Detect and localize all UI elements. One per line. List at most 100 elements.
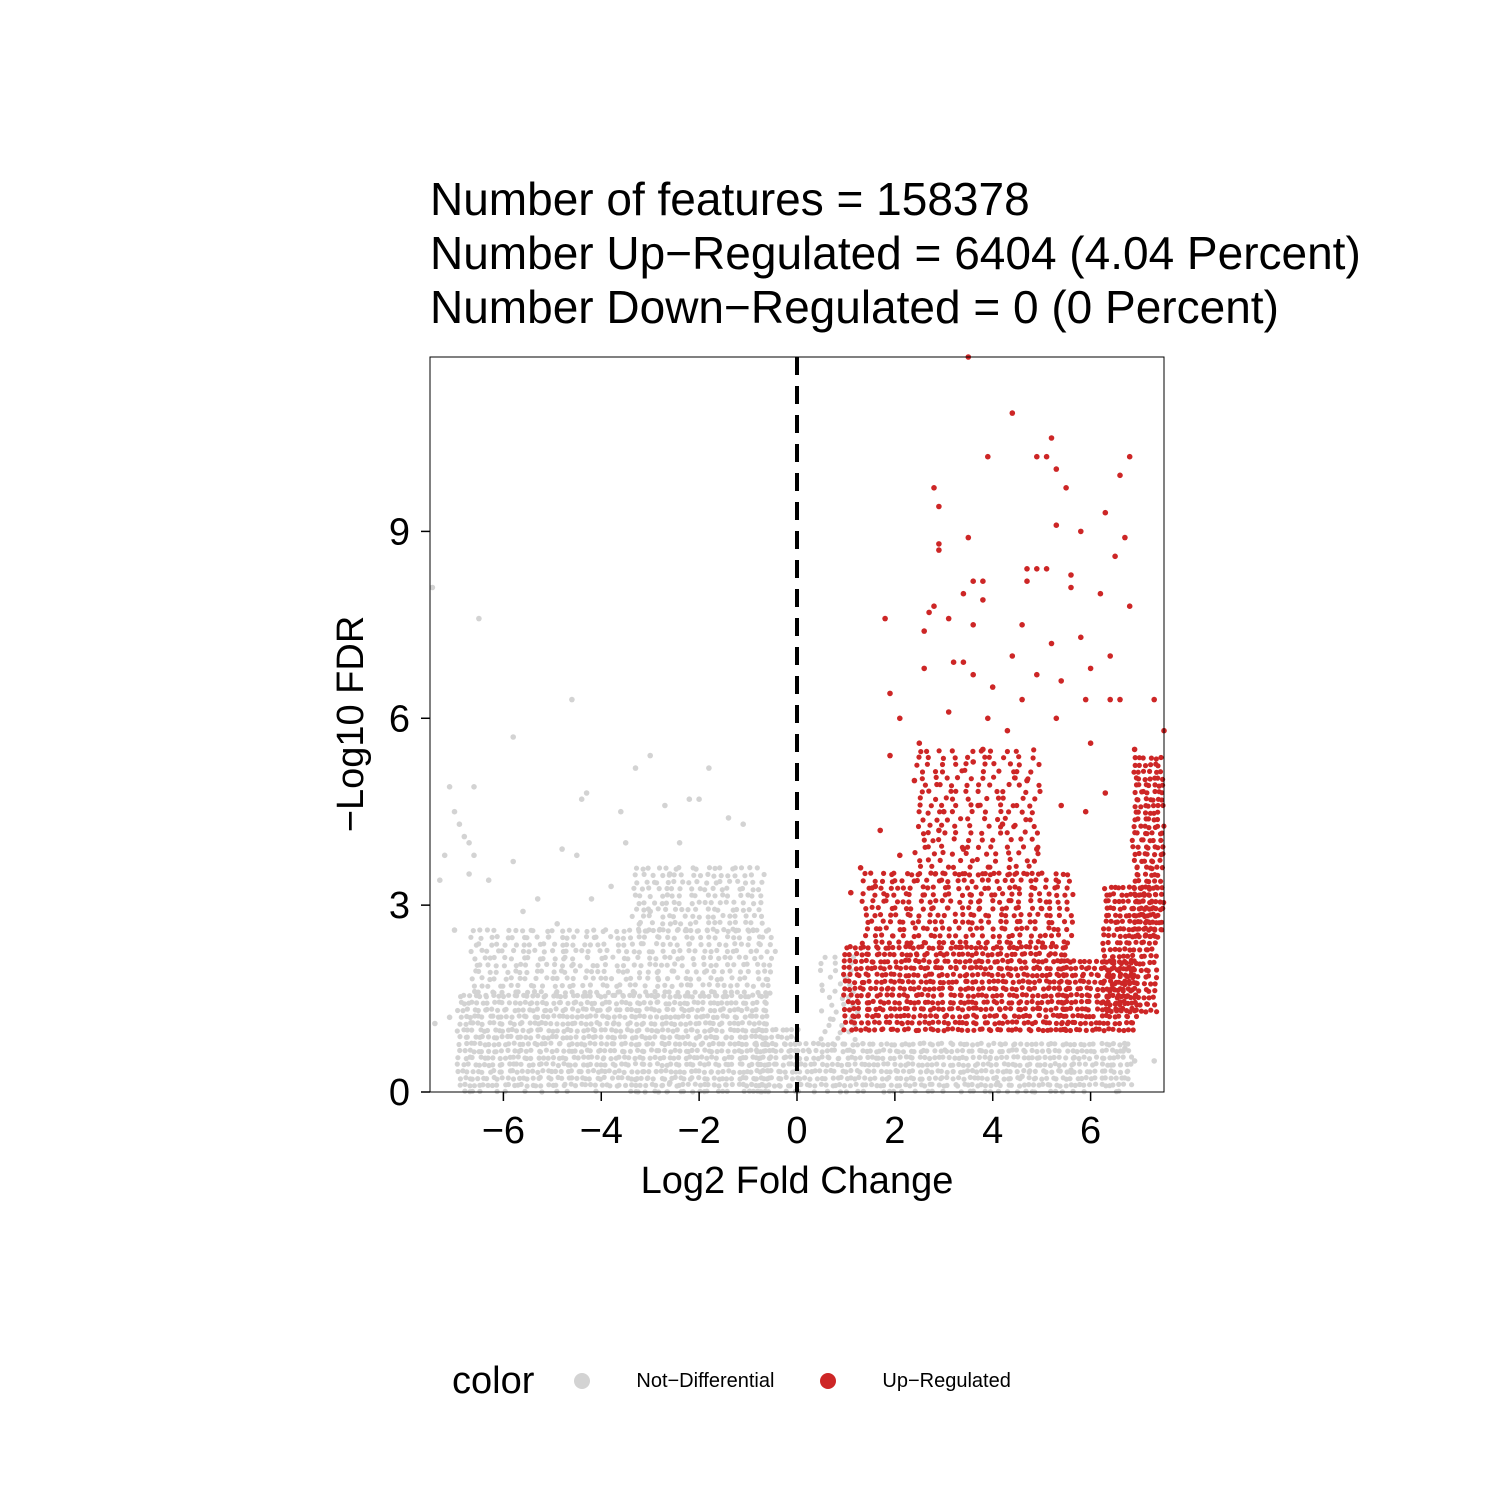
scatter-point	[632, 872, 638, 878]
scatter-point	[916, 809, 922, 815]
scatter-point	[1023, 817, 1029, 823]
scatter-point	[477, 927, 483, 933]
scatter-point	[471, 1083, 477, 1089]
scatter-point	[756, 907, 762, 913]
scatter-point	[1159, 927, 1165, 933]
scatter-point	[1117, 1001, 1123, 1008]
scatter-point	[1039, 1041, 1045, 1047]
scatter-point	[572, 1083, 579, 1089]
scatter-point	[1152, 891, 1158, 898]
scatter-point	[729, 1061, 735, 1067]
scatter-point	[598, 975, 604, 981]
scatter-point	[1159, 797, 1165, 803]
scatter-point	[1159, 790, 1165, 796]
scatter-point	[886, 1075, 892, 1081]
scatter-point	[1057, 986, 1063, 992]
scatter-point	[723, 1076, 730, 1082]
scatter-point	[479, 1033, 485, 1040]
scatter-point	[989, 972, 995, 979]
scatter-point	[1016, 754, 1022, 760]
scatter-point	[911, 986, 917, 992]
scatter-point	[1146, 940, 1152, 946]
scatter-point	[941, 1062, 947, 1068]
scatter-point	[712, 1008, 718, 1014]
scatter-point	[879, 986, 885, 992]
scatter-point	[1122, 534, 1128, 541]
scatter-point	[965, 754, 971, 761]
scatter-point	[720, 1006, 726, 1012]
scatter-point	[548, 1076, 554, 1082]
scatter-point	[948, 985, 954, 992]
x-tick-label: 2	[884, 1110, 905, 1152]
scatter-point	[653, 1082, 659, 1088]
scatter-point	[918, 964, 924, 971]
scatter-point	[506, 1041, 512, 1047]
scatter-point	[1134, 864, 1140, 870]
scatter-point	[1132, 919, 1138, 926]
scatter-point	[1074, 991, 1080, 998]
scatter-point	[1125, 898, 1131, 904]
scatter-point	[620, 963, 627, 969]
scatter-point	[615, 935, 621, 941]
scatter-point	[662, 982, 668, 988]
scatter-point	[719, 1048, 725, 1054]
scatter-point	[647, 955, 653, 961]
scatter-point	[674, 942, 680, 948]
scatter-point	[632, 990, 638, 996]
scatter-point	[841, 1006, 848, 1013]
scatter-point	[708, 975, 714, 981]
scatter-point	[994, 944, 1000, 950]
scatter-point	[1004, 844, 1011, 850]
scatter-point	[539, 1020, 545, 1026]
scatter-point	[446, 784, 453, 790]
scatter-point	[950, 951, 957, 957]
scatter-point	[715, 907, 721, 913]
scatter-point	[843, 1069, 849, 1075]
scatter-point	[875, 945, 881, 951]
scatter-point	[640, 866, 646, 872]
scatter-point	[1029, 836, 1035, 842]
scatter-point	[1049, 920, 1055, 926]
scatter-point	[925, 754, 931, 761]
scatter-point	[597, 1021, 603, 1027]
scatter-point	[668, 1069, 674, 1075]
scatter-point	[1129, 1020, 1136, 1026]
scatter-point	[694, 1028, 701, 1034]
scatter-point	[927, 1055, 933, 1062]
scatter-point	[900, 1049, 907, 1055]
scatter-point	[982, 966, 989, 972]
y-tick-label: 3	[389, 885, 410, 927]
scatter-point	[756, 976, 762, 982]
scatter-point	[994, 1000, 1000, 1006]
scatter-point	[931, 603, 937, 609]
scatter-point	[572, 1048, 578, 1054]
scatter-point	[506, 927, 512, 934]
scatter-point	[1142, 906, 1148, 912]
scatter-point	[961, 964, 967, 970]
scatter-point	[993, 1062, 999, 1068]
scatter-point	[716, 941, 723, 948]
scatter-point	[897, 1054, 903, 1060]
scatter-point	[884, 892, 890, 899]
scatter-point	[552, 983, 558, 989]
scatter-point	[1107, 988, 1113, 994]
scatter-point	[830, 1016, 836, 1023]
scatter-point	[1070, 1088, 1076, 1094]
scatter-point	[549, 1068, 555, 1075]
scatter-point	[1112, 898, 1118, 905]
scatter-point	[640, 1020, 647, 1026]
scatter-point	[896, 939, 902, 945]
scatter-point	[973, 964, 980, 970]
scatter-point	[718, 873, 724, 879]
scatter-point	[584, 999, 591, 1006]
scatter-point	[525, 989, 531, 995]
scatter-point	[549, 1048, 555, 1055]
scatter-point	[679, 906, 685, 913]
scatter-point	[531, 989, 538, 995]
scatter-point	[499, 1034, 505, 1040]
point-band	[454, 992, 773, 1095]
scatter-point	[758, 893, 764, 899]
scatter-point	[1051, 979, 1057, 985]
scatter-point	[1131, 912, 1137, 919]
scatter-point	[724, 885, 730, 891]
